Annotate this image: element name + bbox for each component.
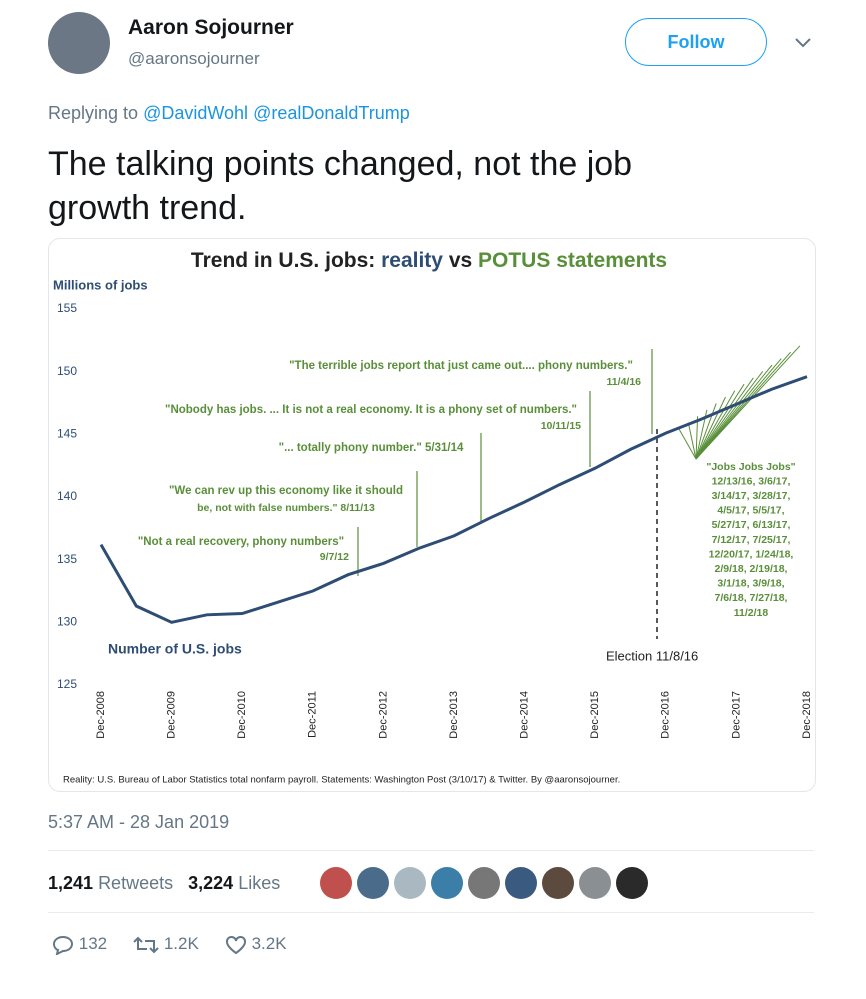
title-part: Trend in U.S. jobs: xyxy=(191,249,381,272)
reply-count: 132 xyxy=(78,934,108,953)
stats: 1,241 Retweets 3,224 Likes xyxy=(48,873,280,894)
like-count[interactable]: 3,224 xyxy=(188,873,234,893)
annotation: 4/5/17, 5/5/17, xyxy=(717,505,784,517)
annotation-leader xyxy=(695,396,726,460)
annotation-leader xyxy=(695,345,801,460)
divider xyxy=(48,850,814,851)
annotation: 2/9/18, 2/19/18, xyxy=(715,563,788,575)
annotation: "Jobs Jobs Jobs" xyxy=(706,461,795,473)
x-tick-label: Dec-2017 xyxy=(730,691,742,739)
annotation: "Nobody has jobs. ... It is not a real e… xyxy=(165,404,577,416)
annotation: "... totally phony number." 5/31/14 xyxy=(279,442,464,454)
retweet-action[interactable]: 1.2K xyxy=(133,934,199,955)
y-tick-label: 130 xyxy=(57,615,77,629)
y-tick-label: 145 xyxy=(57,427,77,441)
y-axis-label: Millions of jobs xyxy=(53,277,148,292)
annotation: 5/27/17, 6/13/17, xyxy=(712,519,791,531)
avatar[interactable] xyxy=(48,12,110,74)
annotation: 3/1/18, 3/9/18, xyxy=(717,578,784,590)
annotation: 7/12/17, 7/25/17, xyxy=(712,534,791,546)
liker-avatars[interactable] xyxy=(318,865,668,901)
annotation: 7/6/18, 7/27/18, xyxy=(715,592,788,604)
annotation: 11/2/18 xyxy=(734,607,769,619)
annotation-leader xyxy=(695,416,699,460)
series-label: Number of U.S. jobs xyxy=(108,641,242,657)
annotation-leader xyxy=(695,383,745,460)
like-label[interactable]: Likes xyxy=(238,873,281,893)
annotation: "The terrible jobs report that just came… xyxy=(289,360,633,372)
like-action[interactable]: 3.2K xyxy=(225,934,287,955)
y-tick-label: 140 xyxy=(57,489,77,503)
title-part: vs xyxy=(443,249,478,272)
x-tick-label: Dec-2016 xyxy=(660,691,672,739)
annotation-leader xyxy=(695,390,736,460)
x-tick-label: Dec-2013 xyxy=(448,691,460,739)
action-bar: 132 1.2K 3.2K xyxy=(52,934,287,956)
annotation: 3/14/17, 3/28/17, xyxy=(712,490,791,502)
x-tick-label: Dec-2018 xyxy=(801,691,813,739)
author-handle[interactable]: @aaronsojourner xyxy=(128,49,260,68)
x-tick-label: Dec-2011 xyxy=(307,691,319,738)
chart-title: Trend in U.S. jobs: reality vs POTUS sta… xyxy=(191,249,667,272)
y-tick-label: 135 xyxy=(57,552,77,566)
annotation-leader xyxy=(678,428,697,460)
x-tick-label: Dec-2014 xyxy=(519,691,531,739)
series-line xyxy=(99,375,808,624)
tweet-text: The talking points changed, not the job … xyxy=(48,145,633,227)
annotation: 10/11/15 xyxy=(541,420,581,432)
source-note: Reality: U.S. Bureau of Labor Statistics… xyxy=(63,775,620,786)
title-part: POTUS statements xyxy=(478,249,667,272)
annotation-leader xyxy=(687,422,697,460)
menu-caret[interactable] xyxy=(793,36,813,50)
x-tick-label: Dec-2012 xyxy=(377,691,389,739)
mention[interactable]: @realDonaldTrump xyxy=(253,103,410,123)
annotation: be, not with false numbers." 8/11/13 xyxy=(197,502,375,514)
retweet-label[interactable]: Retweets xyxy=(98,873,174,893)
retweet-count: 1.2K xyxy=(163,934,199,953)
x-tick-label: Dec-2015 xyxy=(589,691,601,739)
annotation-leader xyxy=(695,371,764,460)
annotation: "We can rev up this economy like it shou… xyxy=(169,485,403,497)
retweet-count[interactable]: 1,241 xyxy=(48,873,94,893)
reply-prefix: Replying to xyxy=(48,103,139,123)
y-tick-label: 150 xyxy=(57,364,77,378)
annotation: "Not a real recovery, phony numbers" xyxy=(138,536,344,548)
like-count-action: 3.2K xyxy=(251,934,287,953)
annotation-leader xyxy=(695,377,754,460)
follow-button[interactable]: Follow xyxy=(625,18,767,66)
divider xyxy=(48,912,814,913)
y-tick-label: 155 xyxy=(57,301,77,315)
timestamp: 5:37 AM - 28 Jan 2019 xyxy=(48,812,230,832)
annotation: 12/20/17, 1/24/18, xyxy=(709,548,794,560)
annotation: 12/13/16, 3/6/17, xyxy=(712,475,791,487)
reply-line: Replying to @DavidWohl @realDonaldTrump xyxy=(48,103,410,124)
x-tick-label: Dec-2010 xyxy=(236,691,248,739)
annotation: 9/7/12 xyxy=(320,551,349,563)
annotation: 11/4/16 xyxy=(607,376,642,388)
x-tick-label: Dec-2009 xyxy=(166,691,178,739)
title-part: reality xyxy=(381,249,443,272)
x-tick-label: Dec-2008 xyxy=(95,691,107,739)
chart[interactable]: Trend in U.S. jobs: reality vs POTUS sta… xyxy=(48,238,816,792)
mention[interactable]: @DavidWohl xyxy=(143,103,249,123)
election-label: Election 11/8/16 xyxy=(606,648,698,663)
reply-action[interactable]: 132 xyxy=(52,934,108,956)
author-name[interactable]: Aaron Sojourner xyxy=(128,16,294,39)
y-tick-label: 125 xyxy=(57,677,77,691)
